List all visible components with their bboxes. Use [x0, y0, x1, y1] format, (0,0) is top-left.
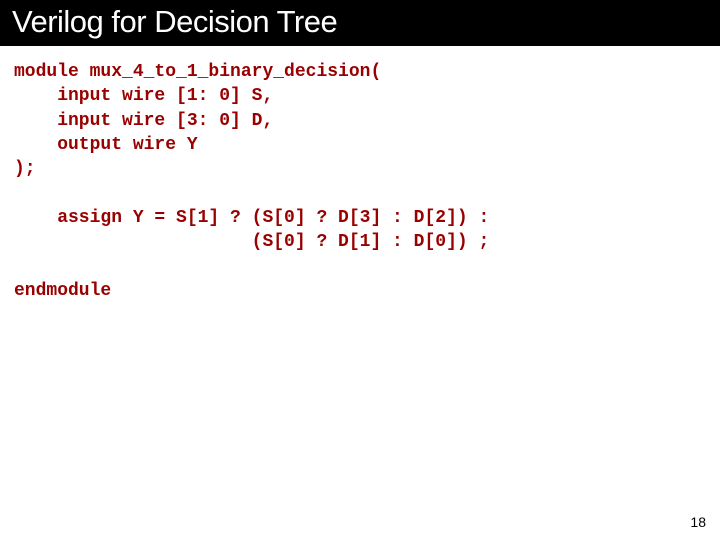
code-line: assign Y = S[1] ? (S[0] ? D[3] : D[2]) : [14, 208, 489, 228]
verilog-code-block: module mux_4_to_1_binary_decision( input… [0, 46, 720, 303]
code-line: module mux_4_to_1_binary_decision( [14, 62, 381, 82]
code-line: (S[0] ? D[1] : D[0]) ; [14, 232, 489, 252]
code-line: ); [14, 159, 36, 179]
code-line: input wire [3: 0] D, [14, 111, 273, 131]
code-line: endmodule [14, 281, 111, 301]
page-number: 18 [690, 514, 706, 530]
slide-title-bar: Verilog for Decision Tree [0, 0, 720, 46]
code-line: input wire [1: 0] S, [14, 86, 273, 106]
code-line: output wire Y [14, 135, 198, 155]
slide-title: Verilog for Decision Tree [12, 4, 337, 39]
